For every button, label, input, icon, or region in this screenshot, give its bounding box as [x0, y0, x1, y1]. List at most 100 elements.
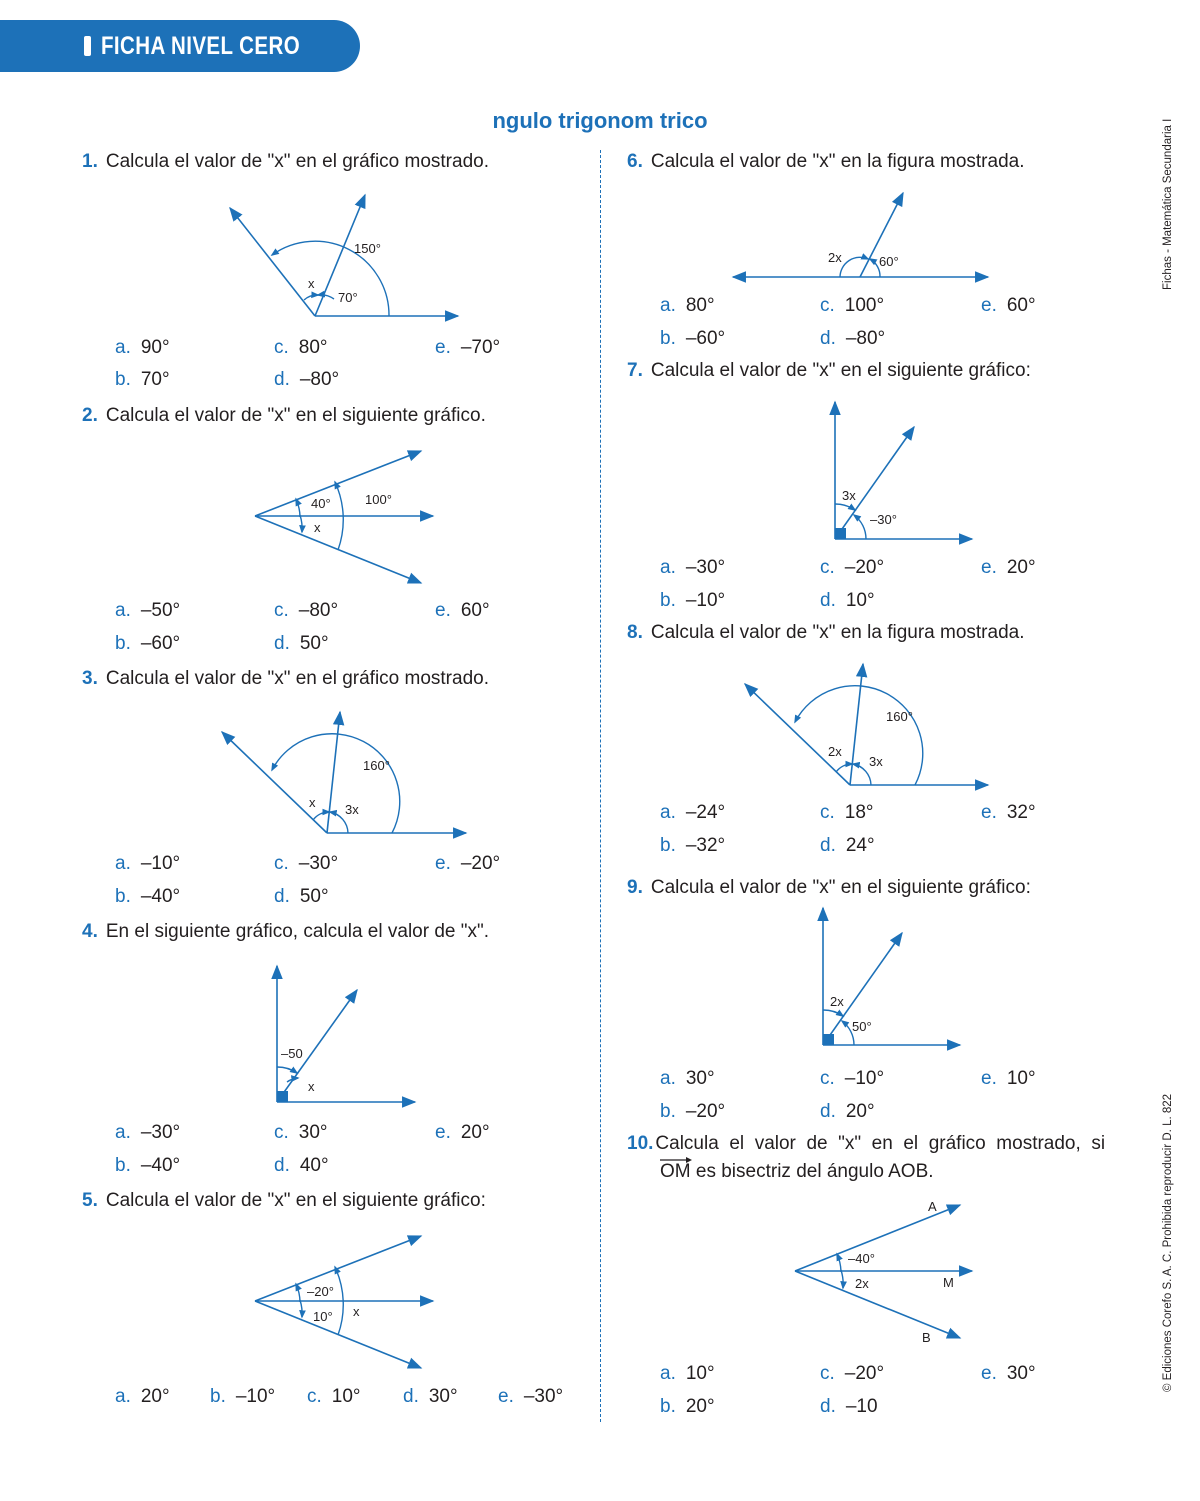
option-b[interactable]: b. –60° [115, 633, 181, 654]
option-c[interactable]: c. –20° [820, 1363, 885, 1384]
angle-arc [276, 1066, 299, 1074]
ray [220, 731, 328, 834]
option-a[interactable]: a. 80° [660, 295, 715, 316]
ray [834, 425, 915, 540]
option-d[interactable]: d. –10 [820, 1396, 878, 1417]
option-e[interactable]: e. –70° [435, 337, 501, 358]
angle-label: 2x [828, 250, 842, 265]
option-b[interactable]: b. –40° [115, 1155, 181, 1176]
option-a[interactable]: a. –24° [660, 802, 726, 823]
question-10: 10. Calcula el valor de "x" en el gráfico… [627, 1133, 1106, 1154]
option-c[interactable]: c. –30° [274, 853, 339, 874]
option-a[interactable]: a. 30° [660, 1068, 715, 1089]
question-10-line2: OM es bisectriz del ángulo AOB. [660, 1161, 934, 1182]
angle-label: 160° [886, 709, 913, 724]
option-d[interactable]: d. –80° [820, 328, 886, 349]
option-d[interactable]: d. 20° [820, 1101, 875, 1122]
option-c[interactable]: c. 10° [307, 1386, 361, 1407]
angle-label: –50 [281, 1046, 303, 1061]
header-tab: FICHA NIVEL CERO [0, 20, 360, 72]
vector-arrow-icon [660, 1157, 692, 1163]
option-a[interactable]: a. 20° [115, 1386, 170, 1407]
angle-label: 3x [345, 802, 359, 817]
ray [794, 1204, 962, 1272]
angle-arc [299, 1299, 306, 1319]
question-text: el valor de "x" en el gráfico mostrado. [169, 151, 490, 172]
figure-6: 2x 60° [731, 191, 990, 283]
option-d[interactable]: d. 50° [274, 886, 329, 907]
option-b[interactable]: b. –60° [660, 328, 726, 349]
question-4: 4. En el siguiente gráfico, calcula el va… [82, 921, 490, 942]
point-label: M [943, 1275, 954, 1290]
angle-label: x [308, 276, 315, 291]
option-e[interactable]: e. 60° [435, 600, 490, 621]
angle-label: 50° [852, 1019, 872, 1034]
option-d[interactable]: d. 24° [820, 835, 875, 856]
figure-2: 40° 100° x [254, 450, 435, 584]
question-8: 8. Calcula el valor de "x" en la figura m… [627, 622, 1025, 643]
question-2: 2. Calcula el valor de "x" en el siguient… [82, 405, 486, 426]
question-keyword: Calcula [105, 151, 170, 172]
option-d[interactable]: d. –80° [274, 369, 340, 390]
option-e[interactable]: e. 30° [981, 1363, 1036, 1384]
option-b[interactable]: b. –10° [210, 1386, 276, 1407]
angle-arc [286, 1075, 300, 1083]
option-e[interactable]: e. 20° [981, 557, 1036, 578]
question-6: 6. Calcula el valor de "x" en la figura m… [627, 151, 1025, 172]
option-e[interactable]: e. –20° [435, 853, 501, 874]
angle-label: 160° [363, 758, 390, 773]
question-9: 9. Calcula el valor de "x" en el siguient… [627, 877, 1031, 898]
angle-label: 150° [354, 241, 381, 256]
figure-4: –50 x [271, 964, 417, 1108]
right-angle-mark [835, 528, 846, 539]
angle-arc [270, 240, 390, 317]
option-c[interactable]: c. 30° [274, 1122, 328, 1143]
option-b[interactable]: b. 70° [115, 369, 170, 390]
question-3: 3. Calcula el valor de "x" en el gráfico … [82, 668, 489, 689]
option-e[interactable]: e. 60° [981, 295, 1036, 316]
option-b[interactable]: b. –10° [660, 590, 726, 611]
option-d[interactable]: d. 10° [820, 590, 875, 611]
point-label: B [922, 1330, 931, 1345]
option-e[interactable]: e. 20° [435, 1122, 490, 1143]
option-c[interactable]: c. –10° [820, 1068, 885, 1089]
angle-arc [840, 1019, 855, 1046]
option-b[interactable]: b. –32° [660, 835, 726, 856]
option-a[interactable]: a. 90° [115, 337, 170, 358]
option-c[interactable]: c. 100° [820, 295, 885, 316]
option-c[interactable]: c. 80° [274, 337, 328, 358]
angle-arc [868, 258, 881, 278]
option-b[interactable]: b. –40° [115, 886, 181, 907]
option-e[interactable]: e. 32° [981, 802, 1036, 823]
ray [822, 931, 903, 1046]
angle-label: 10° [313, 1309, 333, 1324]
column-divider [600, 150, 601, 1422]
option-a[interactable]: a. –50° [115, 600, 181, 621]
option-b[interactable]: b. –20° [660, 1101, 726, 1122]
angle-arc [822, 1009, 845, 1017]
option-a[interactable]: a. 10° [660, 1363, 715, 1384]
figure-5: –20° 10° x [254, 1235, 435, 1369]
angle-label: 40° [311, 496, 331, 511]
option-d[interactable]: d. 40° [274, 1155, 329, 1176]
option-c[interactable]: c. –80° [274, 600, 339, 621]
option-a[interactable]: a. –30° [115, 1122, 181, 1143]
option-a[interactable]: a. –30° [660, 557, 726, 578]
option-d[interactable]: d. 50° [274, 633, 329, 654]
option-e[interactable]: e. 10° [981, 1068, 1036, 1089]
option-d[interactable]: d. 30° [403, 1386, 458, 1407]
option-c[interactable]: c. –20° [820, 557, 885, 578]
angle-label: –40° [848, 1251, 875, 1266]
right-angle-mark [823, 1034, 834, 1045]
option-b[interactable]: b. 20° [660, 1396, 715, 1417]
header-label: FICHA NIVEL CERO [101, 32, 301, 60]
figure-3: 160° x 3x [220, 710, 468, 839]
angle-arc [328, 809, 349, 834]
option-a[interactable]: a. –10° [115, 853, 181, 874]
option-c[interactable]: c. 18° [820, 802, 874, 823]
ray [276, 988, 358, 1103]
angle-arc [794, 685, 924, 786]
angle-arc [303, 291, 320, 301]
angle-arc [840, 1269, 847, 1290]
option-e[interactable]: e. –30° [498, 1386, 564, 1407]
